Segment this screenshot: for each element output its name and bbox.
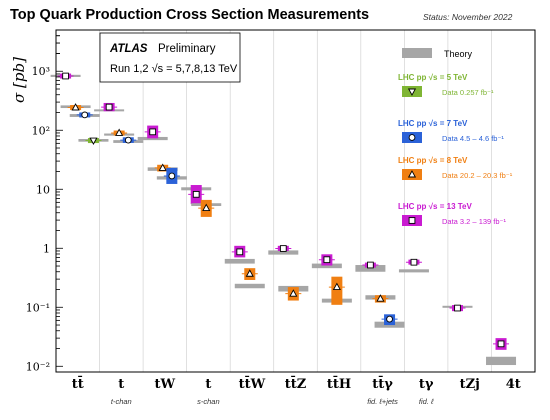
theory-band [398,269,429,273]
y-axis-label: σ [pb] [10,57,28,103]
data-point [158,163,167,171]
theory-band [224,258,255,264]
data-point [376,294,385,302]
y-tick-label: 10⁻² [26,360,50,373]
data-point [168,172,176,180]
theory-band [234,283,265,289]
plot-area: 10⁻² 10⁻¹ 1 10 10² 10³ tt̄ t t-chan tW t s-chan tt̄W… [26,29,536,406]
data-point [71,103,80,111]
data-point [454,304,461,312]
category-label: t [118,377,124,392]
theory-band [137,136,168,141]
atlas-label: ATLAS [109,43,148,55]
category-sublabel: fid. ℓ [419,397,434,406]
category-label: tt̄H [327,375,351,392]
data-point [124,136,132,144]
data-point [289,289,298,297]
data-point [149,128,157,136]
legend-theory-swatch [402,48,432,58]
theory-band [311,263,342,269]
category-label: 4t [506,377,521,392]
data-point [105,103,113,111]
data-point [62,72,69,80]
data-point [279,245,287,252]
category-label: tt̄W [239,375,266,392]
y-tick-label: 1 [43,242,50,255]
status-text: Status: November 2022 [423,12,513,22]
data-point [386,315,393,323]
category-label: tt̄Z [285,375,307,392]
data-point [81,111,89,119]
category-label: t [205,377,211,392]
data-point [236,248,244,256]
data-point [367,261,374,269]
category-sublabel: t-chan [111,397,132,406]
legend-data-label: Data 20.2 – 20.3 fb⁻¹ [442,171,513,180]
legend-data-label: Data 3.2 – 139 fb⁻¹ [442,217,507,226]
legend-energy-label: LHC pp √s = 13 TeV [398,202,472,211]
category-sublabel: fid. ℓ+jets [367,397,398,406]
legend: Theory LHC pp √s = 5 TeV Data 0.257 fb⁻¹ LH… [398,48,513,226]
category-label: tt̄ [72,375,84,392]
legend-energy-label: LHC pp √s = 8 TeV [398,156,468,165]
category-label: tγ [419,377,434,392]
legend-energy-label: LHC pp √s = 5 TeV [398,73,468,82]
category-label: tZj [460,377,480,392]
data-point [410,258,418,266]
y-tick-label: 10⁻¹ [26,301,50,314]
data-point [332,282,341,291]
chart-title: Top Quark Production Cross Section Measu… [10,7,369,23]
category-label: tW [155,377,176,392]
legend-marker [408,134,416,141]
y-tick-label: 10² [32,124,50,137]
legend-energy-label: LHC pp √s = 7 TeV [398,119,468,128]
theory-band [268,250,299,255]
run-info: Run 1,2 √s = 5,7,8,13 TeV [110,63,238,75]
data-point [192,190,200,198]
legend-theory-label: Theory [444,49,473,59]
data-point [202,203,211,212]
category-sublabel: s-chan [197,397,220,406]
legend-data-label: Data 4.5 – 4.6 fb⁻¹ [442,134,504,143]
y-tick-label: 10³ [32,65,50,78]
legend-marker [407,170,417,178]
data-point [245,269,254,277]
theory-band [486,356,517,366]
atlas-preliminary: Preliminary [158,43,216,55]
plot-frame [55,29,536,373]
data-point [89,137,98,145]
y-tick-label: 10 [36,183,50,196]
atlas-label-box: ATLAS Preliminary Run 1,2 √s = 5,7,8,13 … [99,32,241,83]
data-point [323,256,331,264]
category-label: tt̄γ [372,375,393,392]
data-uncertainty-box [331,276,343,305]
legend-marker [408,217,416,224]
data-point [115,128,124,136]
legend-data-label: Data 0.257 fb⁻¹ [442,88,494,97]
theory-band [355,265,386,272]
legend-marker [407,88,417,96]
data-point [497,340,505,348]
